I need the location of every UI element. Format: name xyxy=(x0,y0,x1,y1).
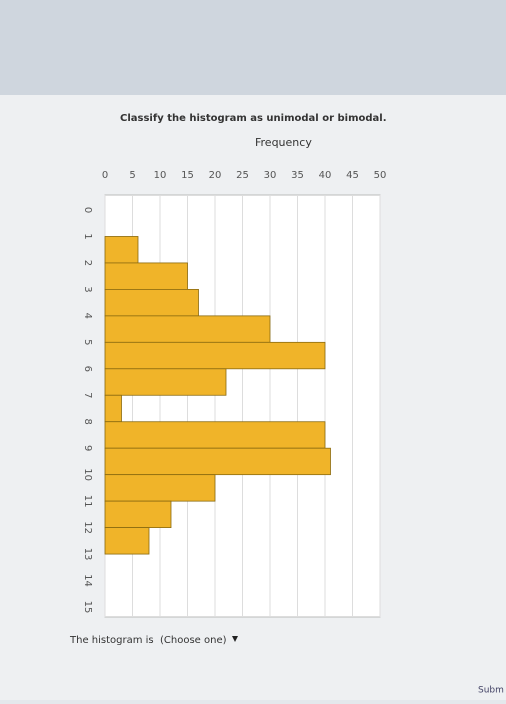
y-tick-label: 25 xyxy=(236,170,249,181)
dropdown-arrow[interactable] xyxy=(232,636,238,642)
x-tick-label: 0 xyxy=(82,207,93,213)
y-tick-label: 5 xyxy=(129,170,135,181)
header-band xyxy=(0,0,506,95)
bar xyxy=(104,341,326,370)
bar xyxy=(104,500,172,528)
x-tick-label: 14 xyxy=(82,574,93,587)
x-tick-label: 3 xyxy=(82,286,93,292)
bar xyxy=(104,474,216,502)
x-tick-label: 5 xyxy=(82,339,93,345)
bar xyxy=(104,315,271,343)
x-tick-label: 10 xyxy=(82,468,93,481)
bar xyxy=(104,368,227,396)
x-tick-label: 1 xyxy=(82,233,93,239)
x-tick-label: 15 xyxy=(82,601,93,614)
title: Classify the histogram as unimodal or bi… xyxy=(120,113,387,124)
question: The histogram is xyxy=(69,635,154,646)
y-tick-label: 45 xyxy=(346,170,359,181)
y-tick-label: 35 xyxy=(291,170,304,181)
y-tick-label: 50 xyxy=(374,170,387,181)
x-tick-label: 13 xyxy=(82,548,93,561)
dropdown[interactable]: (Choose one) xyxy=(160,635,227,646)
y-tick-label: 0 xyxy=(102,170,108,181)
bar xyxy=(104,288,199,317)
bar xyxy=(104,236,139,264)
y-tick-label: 40 xyxy=(319,170,332,181)
y-tick-label: 20 xyxy=(209,170,222,181)
x-tick-label: 11 xyxy=(82,495,93,508)
bar xyxy=(104,394,122,423)
x-tick-label: 6 xyxy=(82,366,93,372)
bar xyxy=(104,262,188,290)
bar xyxy=(104,527,150,555)
x-tick-label: 7 xyxy=(82,392,93,398)
x-tick-label: 9 xyxy=(82,445,93,451)
submit-button[interactable]: Subm xyxy=(478,686,504,696)
y-tick-label: 15 xyxy=(181,170,194,181)
y-tick-label: 30 xyxy=(264,170,277,181)
x-tick-label: 8 xyxy=(82,419,93,425)
bar xyxy=(104,447,331,476)
y-tick-label: 10 xyxy=(154,170,167,181)
x-tick-label: 4 xyxy=(82,313,93,319)
x-tick-label: 12 xyxy=(82,521,93,534)
y-axis-label: Frequency xyxy=(255,136,312,149)
bar xyxy=(104,421,326,449)
x-tick-label: 2 xyxy=(82,260,93,266)
